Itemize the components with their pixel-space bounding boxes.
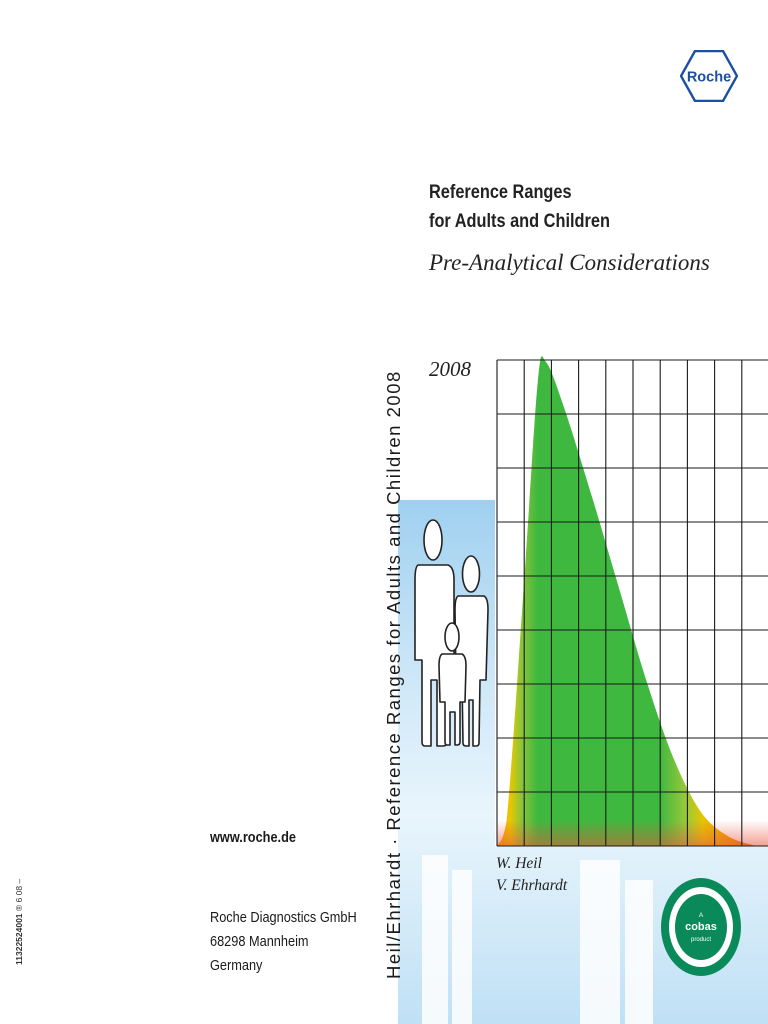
author-name: V. Ehrhardt	[496, 877, 568, 894]
author-name: W. Heil	[496, 855, 542, 872]
catalog-number-value: 11322524001	[14, 913, 24, 965]
badge-brand-text: cobas	[685, 921, 717, 933]
website-link[interactable]: www.roche.de	[210, 829, 296, 846]
cobas-badge: A cobas product	[661, 878, 741, 976]
logo-text: Roche	[687, 70, 731, 86]
chart-grid	[496, 359, 768, 847]
title-line-1: Reference Ranges	[429, 182, 572, 203]
spine-text: Heil/Ehrhardt · Reference Ranges for Adu…	[383, 370, 404, 979]
title-line-2: for Adults and Children	[429, 211, 610, 232]
ghost-silhouettes	[422, 855, 653, 1024]
catalog-suffix: ® 6 08 –	[14, 878, 24, 912]
authors: W. Heil V. Ehrhardt	[496, 853, 567, 897]
family-icon	[414, 519, 489, 747]
book-subtitle: Pre-Analytical Considerations	[429, 250, 710, 275]
distribution-curve	[497, 356, 768, 846]
catalog-number: 11322524001 ® 6 08 –	[14, 879, 24, 965]
address-line: Germany	[210, 957, 263, 974]
roche-logo: Roche	[680, 50, 738, 102]
badge-top-text: A	[699, 912, 704, 919]
address-line: 68298 Mannheim	[210, 933, 309, 950]
publisher-address: Roche Diagnostics GmbH 68298 Mannheim Ge…	[210, 906, 357, 978]
address-line: Roche Diagnostics GmbH	[210, 909, 357, 926]
book-title: Reference Ranges for Adults and Children	[429, 178, 610, 236]
badge-bottom-text: product	[691, 937, 711, 943]
edition-year: 2008	[429, 357, 471, 381]
